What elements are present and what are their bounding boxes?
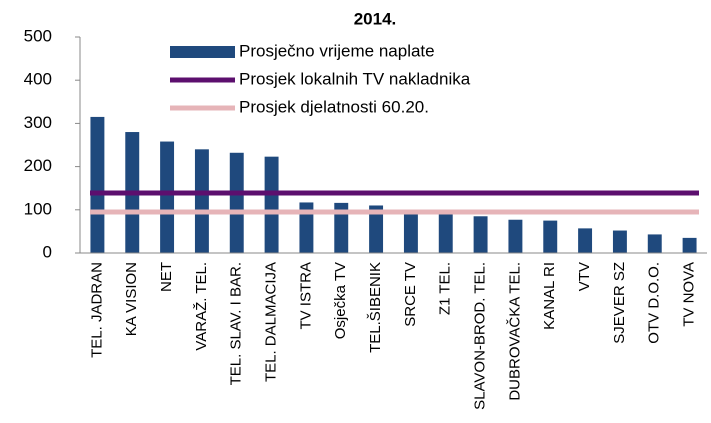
x-tick-label: OTV D.O.O. [646, 262, 663, 344]
legend-label: Prosječno vrijeme naplate [239, 41, 435, 60]
y-tick-label: 100 [24, 199, 52, 218]
x-tick-label: Z1 TEL. [437, 262, 454, 315]
x-tick-label: Osječka TV [332, 262, 349, 339]
bar [403, 211, 418, 253]
chart-title: 2014. [354, 9, 397, 28]
x-tick-label: VARAŽ. TEL. [193, 262, 210, 351]
bar [334, 202, 349, 253]
x-tick-label: SLAVON-BROD. TEL. [472, 262, 489, 410]
bar [473, 216, 488, 253]
bar [194, 149, 209, 253]
x-tick-label: TEL. SLAV. I BAR. [228, 262, 245, 385]
legend-label: Prosjek djelatnosti 60.20. [239, 97, 429, 116]
y-tick-label: 400 [24, 70, 52, 89]
x-tick-label: SJEVER SZ [611, 262, 628, 344]
bar [508, 219, 523, 253]
bar [160, 141, 175, 253]
x-tick-label: VTV [576, 262, 593, 291]
y-tick-label: 300 [24, 113, 52, 132]
x-tick-label: TEL. JADRAN [88, 262, 105, 358]
x-tick-label: TV NOVA [681, 262, 698, 327]
x-tick-label: TEL. DALMACIJA [263, 262, 280, 382]
y-tick-label: 0 [43, 242, 52, 261]
legend-swatch [170, 46, 235, 58]
legend-label: Prosjek lokalnih TV nakladnika [239, 69, 471, 88]
x-tick-label: TEL.ŠIBENIK [367, 262, 384, 353]
y-tick-label: 200 [24, 156, 52, 175]
bar [264, 156, 279, 253]
bar [647, 234, 662, 253]
bar [369, 205, 384, 253]
x-tick-label: KA VISION [123, 262, 140, 336]
x-tick-label: TV ISTRA [297, 262, 314, 330]
bar [438, 214, 453, 253]
bar [682, 237, 697, 253]
bar [543, 220, 558, 253]
x-tick-label: DUBROVAČKA TEL. [506, 262, 523, 401]
x-tick-label: KANAL RI [541, 262, 558, 330]
bar [299, 202, 314, 253]
bar [578, 228, 593, 253]
bar [90, 116, 105, 253]
bar [612, 230, 627, 253]
x-tick-label: NET [158, 262, 175, 292]
x-tick-label: SRCE TV [402, 262, 419, 327]
bar [229, 152, 244, 253]
y-tick-label: 500 [24, 26, 52, 45]
